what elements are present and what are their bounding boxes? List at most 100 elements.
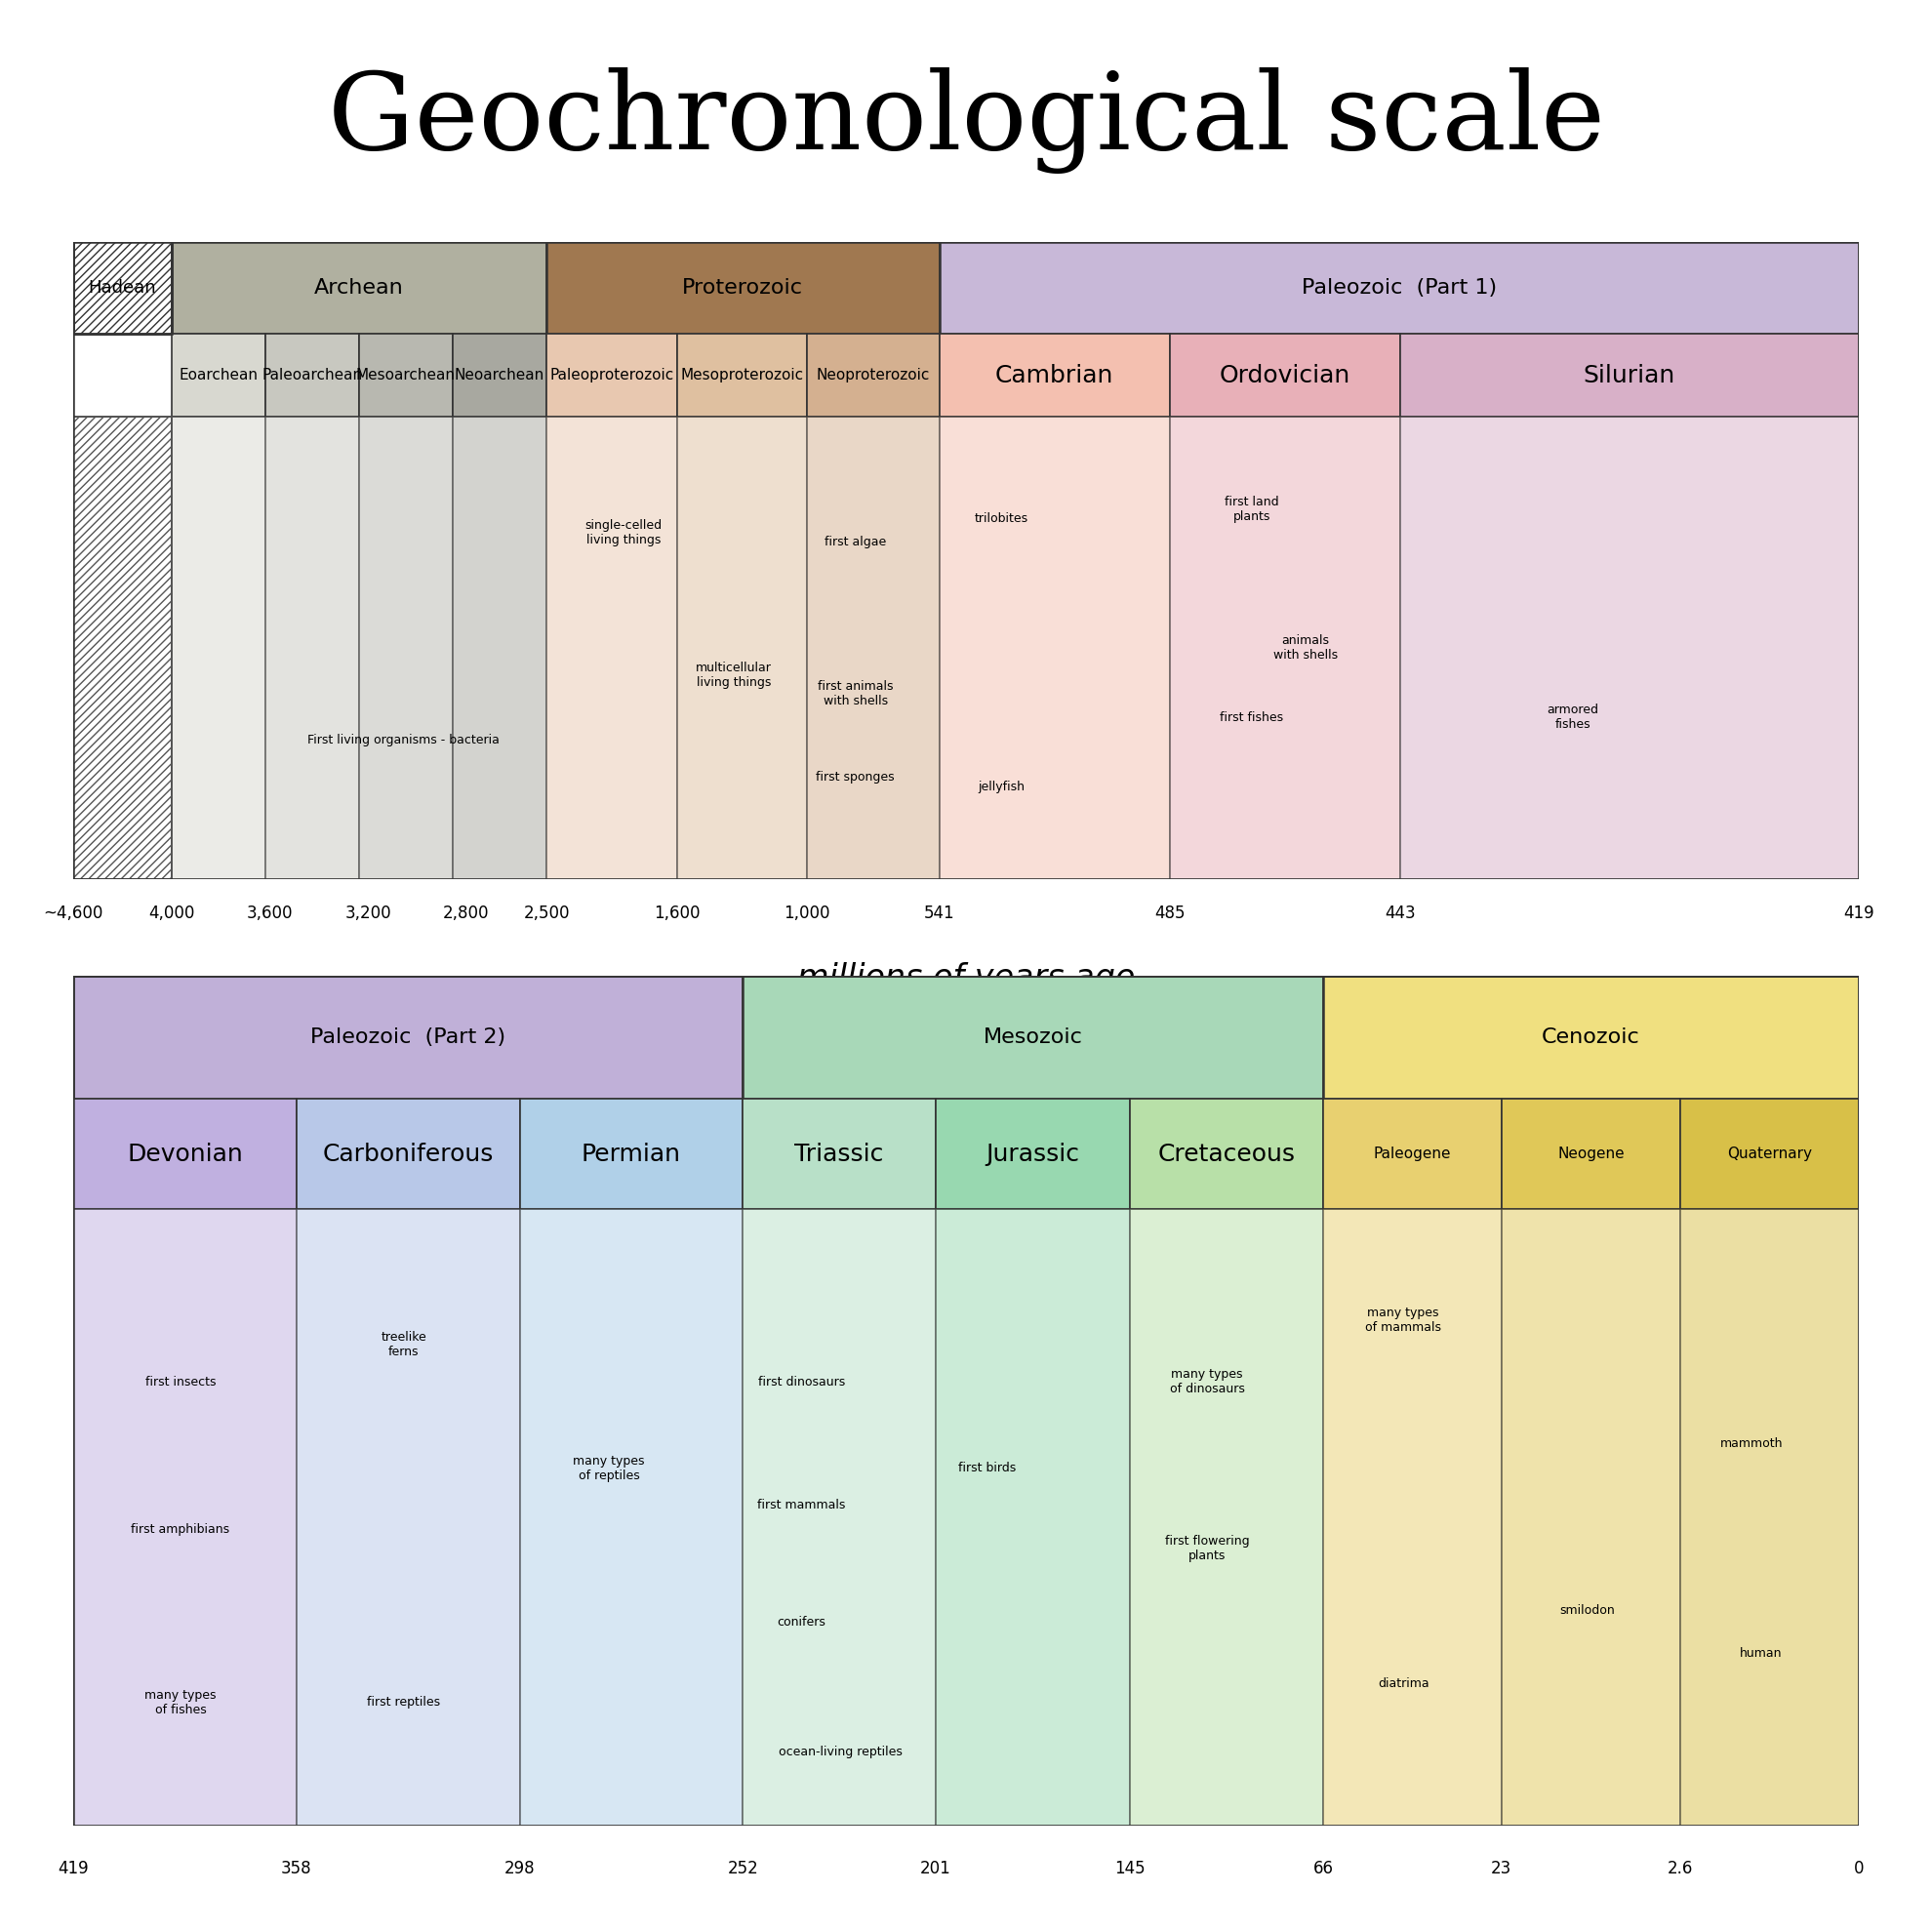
Text: multicellular
living things: multicellular living things — [696, 663, 773, 690]
Text: 23: 23 — [1492, 1861, 1513, 1878]
Text: Proterozoic: Proterozoic — [682, 278, 804, 298]
Text: Archean: Archean — [315, 278, 404, 298]
Bar — [520, 1099, 742, 1209]
Bar — [1501, 1099, 1681, 1209]
Text: jellyfish: jellyfish — [978, 781, 1026, 792]
Bar — [359, 334, 452, 417]
Bar — [73, 242, 172, 334]
Bar — [547, 242, 939, 334]
Text: 66: 66 — [1312, 1861, 1333, 1878]
Text: 2.6: 2.6 — [1667, 1861, 1692, 1878]
Text: Paleoproterozoic: Paleoproterozoic — [549, 369, 674, 383]
Text: Cambrian: Cambrian — [995, 363, 1113, 386]
Text: 358: 358 — [282, 1861, 311, 1878]
Bar — [1130, 1099, 1323, 1209]
Text: 3,200: 3,200 — [344, 904, 390, 922]
Text: Triassic: Triassic — [794, 1142, 883, 1165]
Bar — [1501, 1209, 1681, 1826]
Text: millions of years ago: millions of years ago — [798, 962, 1134, 995]
Text: Paleogene: Paleogene — [1374, 1148, 1451, 1161]
Bar — [935, 1209, 1130, 1826]
Text: 485: 485 — [1153, 904, 1184, 922]
Bar — [1323, 1099, 1501, 1209]
Bar — [73, 417, 172, 879]
Text: human: human — [1739, 1646, 1781, 1660]
Text: 3,600: 3,600 — [247, 904, 294, 922]
Text: Hadean: Hadean — [89, 278, 156, 296]
Text: Neoarchean: Neoarchean — [454, 369, 545, 383]
Text: first reptiles: first reptiles — [367, 1696, 440, 1708]
Bar — [935, 1099, 1130, 1209]
Bar — [73, 417, 172, 879]
Text: Ordovician: Ordovician — [1219, 363, 1350, 386]
Text: ocean-living reptiles: ocean-living reptiles — [779, 1745, 902, 1758]
Text: first flowering
plants: first flowering plants — [1165, 1534, 1250, 1563]
Bar — [359, 417, 452, 879]
Bar — [939, 334, 1169, 417]
Text: 298: 298 — [504, 1861, 535, 1878]
Text: Carboniferous: Carboniferous — [323, 1142, 495, 1165]
Bar — [742, 1099, 935, 1209]
Text: 201: 201 — [920, 1861, 951, 1878]
Text: 0: 0 — [1853, 1861, 1864, 1878]
Bar — [73, 1099, 298, 1209]
Text: Geochronological scale: Geochronological scale — [327, 68, 1605, 174]
Text: Paleozoic  (Part 1): Paleozoic (Part 1) — [1302, 278, 1497, 298]
Text: diatrima: diatrima — [1378, 1677, 1430, 1690]
Text: Cretaceous: Cretaceous — [1157, 1142, 1296, 1165]
Bar — [265, 417, 359, 879]
Bar — [520, 1209, 742, 1826]
Text: Neoproterozoic: Neoproterozoic — [817, 369, 929, 383]
Text: ~4,600: ~4,600 — [44, 904, 102, 922]
Text: single-celled
living things: single-celled living things — [585, 518, 663, 547]
Text: first insects: first insects — [145, 1376, 216, 1389]
Text: first animals
with shells: first animals with shells — [817, 680, 893, 707]
Bar — [452, 334, 547, 417]
Text: 2,800: 2,800 — [442, 904, 489, 922]
Bar — [1681, 1099, 1859, 1209]
Bar — [939, 242, 1859, 334]
Bar — [172, 417, 265, 879]
Text: Jurassic: Jurassic — [985, 1142, 1080, 1165]
Text: many types
of fishes: many types of fishes — [145, 1689, 216, 1716]
Bar — [298, 1209, 520, 1826]
Bar — [1130, 1209, 1323, 1826]
Text: animals
with shells: animals with shells — [1273, 634, 1337, 661]
Bar — [547, 417, 676, 879]
Bar — [547, 334, 676, 417]
Text: Permian: Permian — [582, 1142, 682, 1165]
Bar — [1323, 976, 1859, 1099]
Text: Mesozoic: Mesozoic — [983, 1028, 1082, 1047]
Bar — [1401, 334, 1859, 417]
Text: Cenozoic: Cenozoic — [1542, 1028, 1640, 1047]
Text: first amphibians: first amphibians — [131, 1524, 230, 1536]
Bar — [742, 1209, 935, 1826]
Bar — [742, 976, 1323, 1099]
Text: many types
of reptiles: many types of reptiles — [574, 1455, 645, 1482]
Text: 145: 145 — [1115, 1861, 1146, 1878]
Bar — [676, 334, 808, 417]
Bar — [73, 242, 172, 334]
Text: 2,500: 2,500 — [524, 904, 570, 922]
Bar — [298, 1099, 520, 1209]
Text: Devonian: Devonian — [128, 1142, 243, 1165]
Text: armored
fishes: armored fishes — [1548, 703, 1600, 730]
Bar — [1401, 417, 1859, 879]
Bar — [939, 417, 1169, 879]
Text: Neogene: Neogene — [1557, 1148, 1625, 1161]
Text: 4,000: 4,000 — [149, 904, 195, 922]
Text: Paleoarchean: Paleoarchean — [263, 369, 363, 383]
Text: 419: 419 — [58, 1861, 89, 1878]
Text: Mesoarchean: Mesoarchean — [355, 369, 456, 383]
Text: first mammals: first mammals — [757, 1499, 846, 1511]
Bar — [73, 1209, 298, 1826]
Text: Quaternary: Quaternary — [1727, 1148, 1812, 1161]
Text: 541: 541 — [923, 904, 954, 922]
Text: treelike
ferns: treelike ferns — [381, 1331, 427, 1358]
Text: Eoarchean: Eoarchean — [180, 369, 259, 383]
Text: 443: 443 — [1385, 904, 1416, 922]
Text: 252: 252 — [726, 1861, 759, 1878]
Bar — [1681, 1209, 1859, 1826]
Text: many types
of dinosaurs: many types of dinosaurs — [1169, 1368, 1244, 1395]
Bar — [676, 417, 808, 879]
